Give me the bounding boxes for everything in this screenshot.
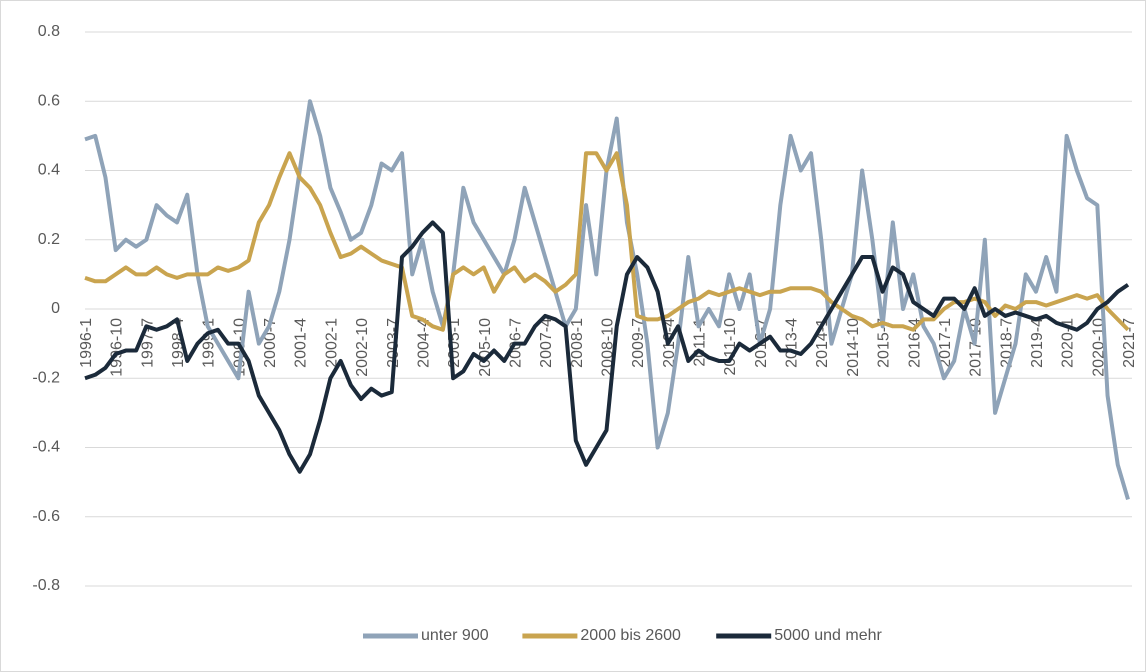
x-tick-label: 2014-10 [845, 318, 862, 377]
x-tick-label: 2002-1 [323, 318, 340, 368]
x-tick-label: 2002-10 [354, 318, 371, 377]
y-tick-label: -0.6 [32, 508, 60, 525]
y-tick-label: -0.4 [32, 439, 60, 456]
x-tick-label: 2016-4 [906, 318, 923, 368]
x-tick-label: 2021-7 [1121, 318, 1138, 368]
y-tick-label: 0.2 [38, 231, 60, 248]
x-tick-label: 2013-4 [784, 318, 801, 368]
x-tick-label: 1996-1 [78, 318, 95, 368]
x-tick-label: 2017-1 [937, 318, 954, 368]
y-tick-label: 0.8 [38, 23, 60, 40]
series-line [84, 220, 1130, 474]
x-tick-label: 2015-7 [876, 318, 893, 368]
x-tick-label: 2019-4 [1029, 318, 1046, 368]
x-tick-label: 1998-4 [170, 318, 187, 368]
y-tick-label: 0.6 [38, 92, 60, 109]
y-tick-label: 0.4 [38, 162, 60, 179]
y-tick-label: 0 [51, 300, 60, 317]
y-tick-label: -0.8 [32, 577, 60, 594]
legend-label: unter 900 [421, 627, 489, 644]
y-tick-label: -0.2 [32, 369, 60, 386]
x-tick-label: 2009-7 [630, 318, 647, 368]
x-tick-label: 2004-4 [415, 318, 432, 368]
x-tick-label: 2018-7 [998, 318, 1015, 368]
x-tick-label: 2007-4 [538, 318, 555, 368]
legend-label: 2000 bis 2600 [580, 627, 681, 644]
x-tick-label: 2001-4 [293, 318, 310, 368]
x-tick-label: 2008-1 [569, 318, 586, 368]
series-line [84, 151, 1130, 332]
x-tick-label: 2020-1 [1060, 318, 1077, 368]
x-tick-label: 2005-10 [477, 318, 494, 377]
legend-label: 5000 und mehr [774, 627, 882, 644]
x-tick-label: 1996-10 [109, 318, 126, 377]
